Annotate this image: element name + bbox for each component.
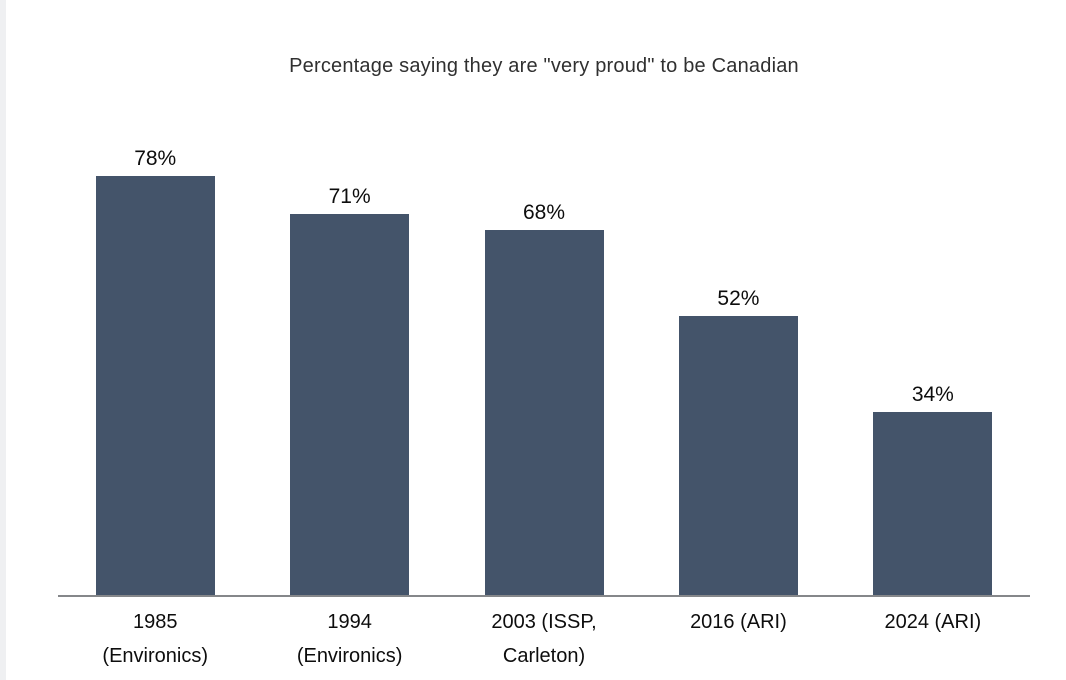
x-axis-label-slot: 2024 (ARI) [836,605,1030,673]
x-axis-label-slot: 2016 (ARI) [641,605,835,673]
left-edge-strip [0,0,6,680]
bar-slot: 68% [447,100,641,595]
plot-area: 78% 71% 68% 52% 34% [58,100,1030,595]
bar [484,230,604,595]
bar-slot: 78% [58,100,252,595]
bar-value-label: 71% [328,185,371,208]
bar [95,176,215,595]
bar-value-label: 52% [717,287,760,310]
bar-slot: 34% [836,100,1030,595]
bar-slot: 71% [252,100,446,595]
x-axis-label-slot: 1985 (Environics) [58,605,252,673]
bar-value-label: 68% [523,201,566,224]
x-axis-label-slot: 2003 (ISSP, Carleton) [447,605,641,673]
x-axis-label: 1994 (Environics) [296,611,403,667]
x-axis-label-slot: 1994 (Environics) [252,605,446,673]
x-axis-label: 2003 (ISSP, Carleton) [491,611,597,667]
bar-value-label: 34% [911,383,954,406]
bar-slot: 52% [641,100,835,595]
x-axis-label: 2016 (ARI) [690,611,787,633]
x-axis-labels: 1985 (Environics) 1994 (Environics) 2003 (… [58,605,1030,673]
x-axis-label: 1985 (Environics) [102,611,208,667]
chart-title: Percentage saying they are "very proud" … [289,55,799,77]
x-axis-label: 2024 (ARI) [884,611,982,633]
bar [873,412,993,595]
x-axis-line [58,595,1030,597]
bar-value-label: 78% [134,147,177,170]
bar [678,316,798,595]
bar [290,214,410,595]
